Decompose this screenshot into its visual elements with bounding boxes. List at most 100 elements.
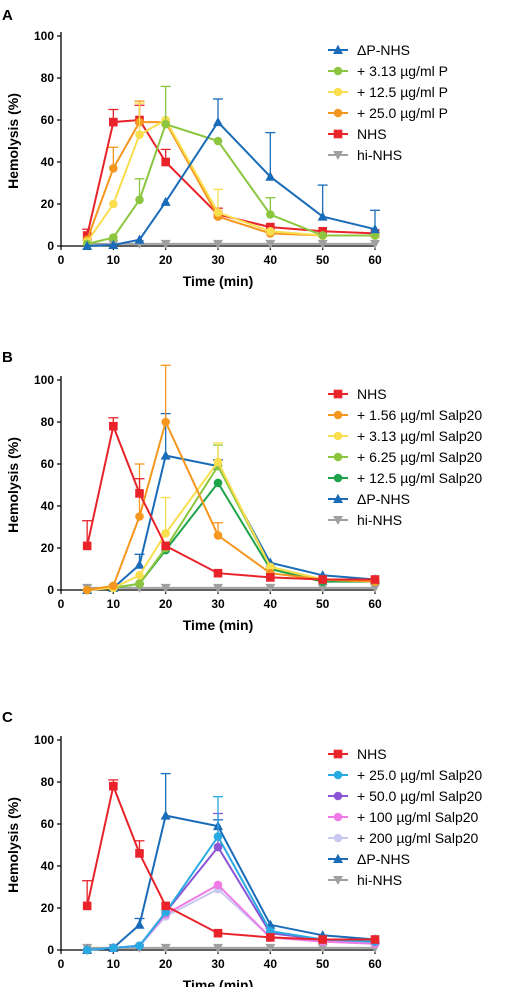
x-tick-label: 20	[159, 957, 173, 971]
series-0	[82, 779, 380, 944]
data-point	[109, 117, 118, 127]
data-point	[370, 935, 380, 944]
x-axis-title: Time (min)	[183, 617, 254, 633]
data-point	[109, 421, 118, 431]
data-point	[135, 941, 144, 951]
legend-label: + 50.0 µg/ml Salp20	[357, 788, 482, 804]
legend-marker	[333, 151, 343, 160]
x-tick-label: 50	[316, 253, 330, 267]
data-point	[213, 239, 223, 249]
data-point	[135, 579, 144, 588]
legend-label: + 100 µg/ml Salp20	[357, 809, 479, 825]
data-point	[109, 581, 118, 591]
x-tick-label: 10	[107, 253, 121, 267]
panel-label: C	[2, 709, 13, 726]
legend-marker	[333, 452, 343, 462]
series-4	[82, 884, 380, 955]
series-5	[82, 772, 380, 954]
series-line	[86, 122, 375, 245]
x-axis-title: Time (min)	[183, 977, 254, 987]
data-point	[161, 119, 170, 129]
legend: NHS + 25.0 µg/ml Salp20 + 50.0 µg/ml Salp2…	[328, 746, 482, 888]
data-point	[160, 450, 171, 460]
y-tick-label: 0	[47, 943, 54, 957]
data-point	[317, 211, 328, 221]
data-point	[109, 233, 118, 242]
data-point	[213, 928, 223, 938]
legend-marker	[333, 108, 343, 118]
data-point	[135, 195, 144, 205]
legend-marker	[333, 87, 343, 97]
legend-marker	[333, 812, 343, 822]
data-point	[213, 583, 223, 593]
x-tick-label: 50	[316, 957, 330, 971]
legend-label: + 200 µg/ml Salp20	[357, 830, 479, 846]
data-point	[109, 781, 118, 791]
series-3	[82, 880, 380, 955]
data-point	[266, 573, 275, 582]
x-tick-label: 60	[368, 597, 382, 611]
y-tick-label: 100	[34, 733, 54, 747]
data-point	[266, 210, 275, 219]
data-point	[370, 231, 380, 240]
x-tick-label: 20	[159, 597, 173, 611]
x-tick-label: 30	[211, 597, 225, 611]
legend-label: ΔP-NHS	[357, 491, 410, 507]
legend-label: + 25.0 µg/ml Salp20	[357, 767, 482, 783]
y-axis-title: Hemolysis (%)	[5, 437, 21, 533]
series-2	[82, 102, 380, 247]
legend-label: hi-NHS	[357, 147, 402, 163]
x-tick-label: 10	[107, 957, 121, 971]
legend-marker	[333, 770, 343, 780]
series-2	[82, 812, 380, 955]
legend-label: hi-NHS	[357, 512, 402, 528]
legend-label: + 25.0 µg/ml P	[357, 105, 448, 121]
data-point	[135, 849, 144, 858]
y-tick-label: 60	[41, 817, 55, 831]
y-axis-title: Hemolysis (%)	[5, 797, 21, 893]
series-3	[82, 100, 380, 244]
series-line	[87, 120, 376, 247]
series-line	[86, 782, 375, 941]
panel-label: B	[2, 349, 13, 366]
data-point	[109, 943, 118, 953]
legend-marker	[333, 493, 343, 503]
data-point	[370, 583, 380, 593]
legend-marker	[333, 129, 343, 139]
legend-marker	[333, 853, 343, 863]
series-1	[82, 85, 380, 249]
legend-label: hi-NHS	[357, 872, 402, 888]
data-point	[108, 239, 119, 249]
legend-marker	[333, 44, 343, 54]
chart-panel-b: B 0 20 40 60 80 100 0 10 20 30 40 50 60 Time (min) Hemo…	[2, 349, 482, 633]
data-point	[318, 935, 327, 944]
data-point	[160, 583, 171, 593]
x-tick-label: 40	[264, 957, 278, 971]
x-tick-label: 60	[368, 253, 382, 267]
data-point	[317, 583, 328, 593]
data-point	[135, 130, 144, 139]
x-axis-title: Time (min)	[183, 273, 254, 289]
series-6	[82, 943, 380, 953]
series-line	[87, 834, 376, 951]
data-point	[82, 585, 92, 595]
data-point	[265, 943, 276, 953]
data-point	[160, 196, 171, 206]
data-point	[370, 239, 380, 249]
y-tick-label: 100	[34, 373, 54, 387]
data-point	[161, 901, 170, 911]
x-tick-label: 20	[159, 253, 173, 267]
data-point	[161, 157, 170, 167]
data-point	[265, 583, 276, 593]
series-line	[87, 459, 376, 591]
data-point	[161, 541, 170, 551]
legend-marker	[333, 431, 343, 441]
legend-label: NHS	[357, 746, 387, 762]
y-tick-label: 40	[41, 155, 55, 169]
y-tick-label: 60	[41, 113, 55, 127]
y-tick-label: 100	[34, 29, 54, 43]
data-point	[213, 136, 223, 146]
data-point	[266, 933, 275, 942]
legend-label: ΔP-NHS	[357, 851, 410, 867]
